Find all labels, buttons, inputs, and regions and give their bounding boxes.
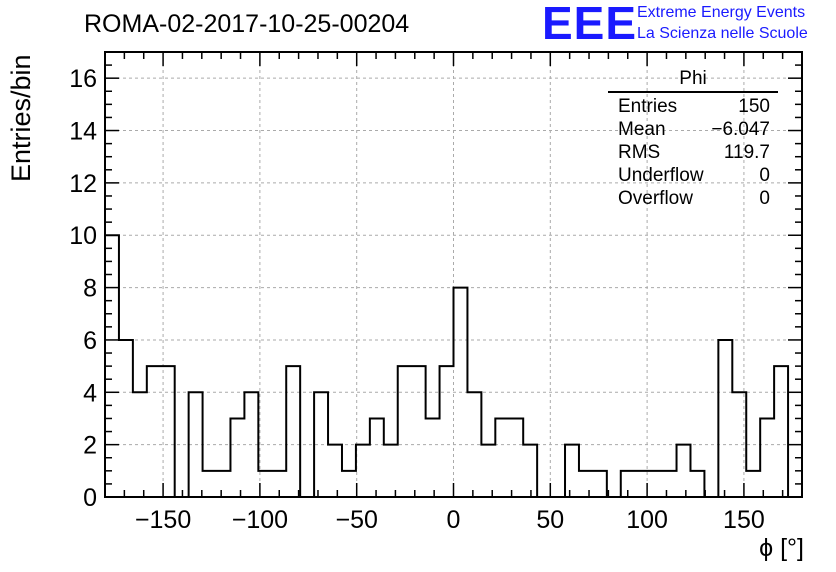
y-tick-label: 6	[83, 327, 97, 355]
y-tick-label: 4	[83, 379, 97, 407]
histogram-bin	[384, 445, 398, 497]
stats-row: Underflow 0	[608, 164, 778, 187]
stats-value: 0	[759, 188, 770, 209]
stats-value: −6.047	[711, 119, 770, 140]
logo-line-1: Extreme Energy Events	[637, 4, 806, 21]
stats-row: RMS 119.7	[608, 141, 778, 164]
axis-ticks	[104, 51, 803, 498]
stats-row: Entries 150	[608, 95, 778, 118]
histogram-bin	[230, 418, 244, 497]
histogram-bin	[203, 471, 217, 497]
histogram-bin	[217, 471, 231, 497]
x-tick-label: −150	[135, 506, 191, 534]
histogram-bin	[398, 366, 412, 497]
stats-title: Phi	[608, 68, 778, 93]
x-tick-label: −50	[335, 506, 377, 534]
plot-title: ROMA-02-2017-10-25-00204	[84, 10, 410, 38]
histogram-bin	[565, 445, 579, 497]
histogram-bin	[760, 418, 774, 497]
eee-logo: EEE	[542, 0, 638, 49]
histogram-bin	[593, 471, 607, 497]
y-tick-label: 8	[83, 275, 97, 303]
stats-label: Overflow	[618, 188, 693, 209]
stats-value: 0	[759, 165, 770, 186]
grid	[105, 52, 802, 497]
x-axis-label: ϕ [°]	[759, 534, 804, 562]
stats-row: Mean −6.047	[608, 118, 778, 141]
histogram-bin	[412, 366, 426, 497]
stats-label: Mean	[618, 119, 666, 140]
stats-label: Underflow	[618, 165, 704, 186]
y-tick-label: 10	[69, 222, 97, 250]
histogram-bin	[426, 418, 440, 497]
stats-value: 150	[738, 96, 770, 117]
histogram-bin	[328, 445, 342, 497]
stats-row: Overflow 0	[608, 187, 778, 210]
x-tick-label: 150	[723, 506, 765, 534]
histogram-bin	[690, 471, 704, 497]
histogram-bin	[746, 471, 760, 497]
histogram-bin	[579, 471, 593, 497]
histogram-bin	[495, 418, 509, 497]
tick-labels: −150 −100 −50 0 50 100 150 0 2 4 6 8 10 12 14 16	[69, 65, 765, 534]
stats-box: Phi Entries 150 Mean −6.047 RMS 119.7 Under…	[608, 68, 778, 210]
histogram-bin	[342, 471, 356, 497]
y-tick-label: 2	[83, 432, 97, 460]
histogram-bin	[440, 366, 454, 497]
y-tick-label: 14	[69, 118, 97, 146]
histogram-bars	[104, 234, 802, 498]
histogram-bin	[356, 445, 370, 497]
histogram-bin	[677, 445, 691, 497]
x-tick-label: 0	[447, 506, 461, 534]
stats-label: RMS	[618, 142, 661, 163]
histogram-bin	[286, 366, 300, 497]
histogram-bin	[133, 392, 147, 497]
histogram-bin	[718, 340, 732, 497]
y-tick-label: 16	[69, 65, 97, 93]
y-tick-label: 0	[83, 484, 97, 512]
y-axis-label: Entries/bin	[6, 54, 36, 182]
histogram-bin	[119, 340, 133, 497]
x-tick-label: −100	[232, 506, 288, 534]
x-tick-label: 100	[626, 506, 668, 534]
histogram-bin	[663, 471, 677, 497]
stats-label: Entries	[618, 96, 678, 117]
histogram-bin	[523, 445, 537, 497]
histogram-bin	[370, 418, 384, 497]
stats-value: 119.7	[723, 142, 770, 163]
histogram-bin	[774, 366, 788, 497]
logo-line-2: La Scienza nelle Scuole	[637, 25, 808, 42]
histogram-bin	[509, 418, 523, 497]
histogram-outline	[104, 234, 802, 498]
histogram-bin	[481, 445, 495, 497]
histogram-bin	[649, 471, 663, 497]
x-tick-label: 50	[536, 506, 564, 534]
y-tick-label: 12	[69, 170, 97, 198]
histogram-bin	[147, 366, 161, 497]
